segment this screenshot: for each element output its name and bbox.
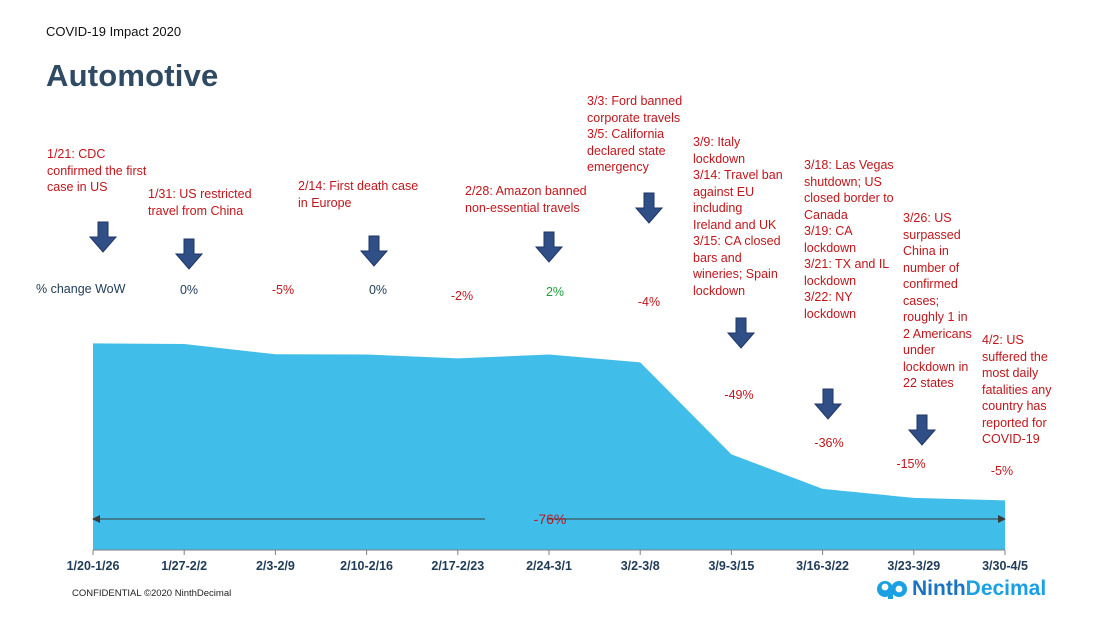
wow-percent-label-9: -5%: [990, 464, 1014, 478]
total-change-label: -76%: [534, 511, 567, 527]
x-tick-label-2: 2/3-2/9: [256, 559, 295, 573]
ninthdecimal-logo: NinthDecimal: [876, 576, 1046, 602]
page-title: Automotive: [46, 58, 219, 93]
annotation-italy-eu-ban: 3/9: Italy lockdown 3/14: Travel ban aga…: [693, 135, 783, 298]
logo-mark-icon: [877, 581, 907, 599]
area-series: [93, 343, 1005, 550]
x-tick-label-1: 1/27-2/2: [161, 559, 207, 573]
x-tick-label-6: 3/2-3/8: [621, 559, 660, 573]
wow-percent-label-3: -2%: [450, 289, 474, 303]
wow-percent-label-8: -15%: [896, 457, 926, 471]
annotation-ford-california: 3/3: Ford banned corporate travels 3/5: …: [587, 94, 683, 174]
wow-percent-label-4: 2%: [545, 285, 565, 299]
annotation-us-surpassed-china: 3/26: US surpassed China in number of co…: [903, 211, 972, 390]
down-arrow-icon: [726, 317, 756, 349]
wow-percent-label-2: 0%: [368, 283, 388, 297]
down-arrow-icon: [534, 231, 564, 263]
x-tick-label-4: 2/17-2/23: [431, 559, 484, 573]
down-arrow-icon: [88, 221, 118, 253]
down-arrow-icon: [174, 238, 204, 270]
x-tick-label-5: 2/24-3/1: [526, 559, 572, 573]
x-tick-label-7: 3/9-3/15: [708, 559, 754, 573]
down-arrow-icon: [907, 414, 937, 446]
annotation-daily-fatalities: 4/2: US suffered the most daily fataliti…: [982, 333, 1052, 446]
x-tick-label-3: 2/10-2/16: [340, 559, 393, 573]
logo-text-ninth: Ninth: [912, 577, 966, 600]
x-tick-label-9: 3/23-3/29: [887, 559, 940, 573]
wow-percent-label-7: -36%: [814, 436, 844, 450]
down-arrow-icon: [359, 235, 389, 267]
down-arrow-icon: [813, 388, 843, 420]
wow-percent-label-0: 0%: [179, 283, 199, 297]
annotation-amazon-ban: 2/28: Amazon banned non-essential travel…: [465, 184, 587, 215]
confidential-notice: CONFIDENTIAL ©2020 NinthDecimal: [72, 588, 232, 599]
logo-text-decimal: Decimal: [965, 577, 1047, 600]
annotation-vegas-lockdowns: 3/18: Las Vegas shutdown; US closed bord…: [804, 158, 894, 321]
wow-row-label: % change WoW: [36, 282, 126, 296]
x-tick-label-8: 3/16-3/22: [796, 559, 849, 573]
wow-percent-label-5: -4%: [637, 295, 661, 309]
annotation-europe-death: 2/14: First death case in Europe: [298, 179, 419, 210]
wow-percent-label-6: -49%: [724, 388, 754, 402]
wow-percent-label-1: -5%: [271, 283, 295, 297]
report-subtitle: COVID-19 Impact 2020: [46, 24, 182, 39]
x-tick-label-0: 1/20-1/26: [67, 559, 120, 573]
annotation-china-travel: 1/31: US restricted travel from China: [148, 187, 252, 218]
annotation-cdc-first-case: 1/21: CDC confirmed the first case in US: [47, 147, 147, 194]
down-arrow-icon: [634, 192, 664, 224]
x-tick-label-10: 3/30-4/5: [982, 559, 1028, 573]
